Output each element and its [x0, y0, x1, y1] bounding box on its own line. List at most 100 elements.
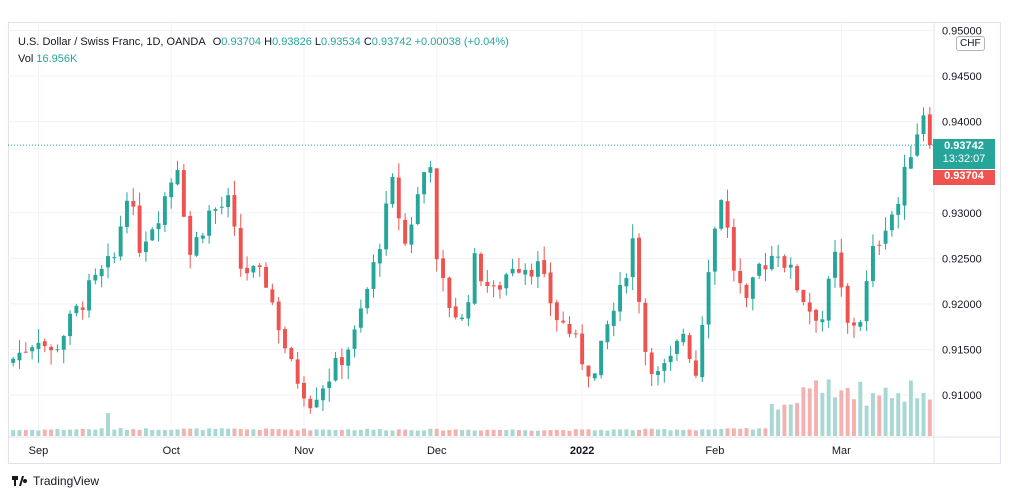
currency-badge[interactable]: CHF: [956, 36, 985, 51]
candle-body: [738, 270, 743, 284]
volume-bars: [11, 379, 932, 436]
candle-body: [36, 342, 41, 349]
candle-body: [624, 278, 629, 287]
candle-body: [826, 278, 831, 321]
candle-body: [700, 324, 705, 378]
volume-bar: [87, 429, 91, 436]
volume-bar: [877, 395, 882, 436]
candle-body: [99, 268, 104, 277]
volume-bar: [137, 430, 142, 436]
volume-bar: [668, 430, 673, 436]
volume-bar: [662, 429, 667, 436]
candle-body: [124, 200, 129, 228]
open-label: O: [212, 36, 222, 48]
candle-body: [441, 258, 446, 279]
chart-grid: [8, 22, 933, 436]
time-axis[interactable]: Sep Oct Nov Dec 2022 Feb Mar: [8, 436, 1001, 457]
volume-bar: [219, 428, 224, 436]
candle-body: [87, 280, 91, 311]
volume-bar: [763, 428, 768, 436]
candle-body: [839, 252, 844, 288]
candle-body: [213, 209, 218, 211]
volume-bar: [403, 429, 408, 436]
candle-body: [820, 319, 825, 323]
volume-bar: [624, 429, 629, 436]
candle-body: [245, 267, 250, 274]
candle-body: [719, 200, 724, 229]
volume-bar: [74, 429, 79, 436]
symbol-title[interactable]: U.S. Dollar / Swiss Franc, 1D, OANDA: [18, 36, 206, 48]
volume-bar: [599, 429, 604, 436]
candle-body: [491, 285, 496, 287]
volume-bar: [150, 429, 155, 436]
last-price-value: 0.93742: [944, 140, 984, 152]
candle-body: [118, 226, 123, 257]
candle-body: [731, 227, 736, 271]
volume-bar: [409, 430, 414, 436]
candle-body: [358, 308, 363, 328]
volume-bar: [245, 429, 250, 436]
candle-body: [795, 266, 800, 291]
candle-body: [466, 302, 471, 319]
candle-body: [561, 320, 566, 323]
volume-bar: [447, 429, 452, 436]
candlestick-chart[interactable]: 0.91000 0.91500 0.92000 0.92500 0.93000 0.940…: [8, 22, 1001, 464]
candle-body: [131, 200, 136, 207]
candle-body: [693, 360, 698, 376]
volume-bar: [162, 430, 167, 436]
volume-bar: [788, 404, 793, 436]
volume-bar: [428, 428, 433, 436]
volume-bar: [681, 429, 686, 436]
candle-body: [757, 263, 762, 276]
candle-body: [668, 355, 673, 363]
volume-bar: [308, 430, 313, 436]
candle-body: [523, 269, 528, 275]
volume-bar: [719, 428, 724, 436]
price-tick-label: 0.91000: [942, 390, 982, 402]
price-tick-label: 0.94000: [942, 117, 982, 129]
time-tick-label: Mar: [832, 445, 851, 457]
volume-bar: [377, 429, 382, 436]
volume-value: 16.956K: [36, 53, 78, 65]
candle-body: [434, 168, 439, 260]
candle-body: [776, 256, 781, 258]
volume-bar: [516, 430, 521, 436]
candle-body: [17, 352, 22, 361]
candle-body: [687, 335, 692, 360]
volume-bar: [795, 403, 800, 436]
candle-body: [68, 313, 73, 337]
volume-bar: [181, 428, 186, 436]
candle-body: [896, 203, 901, 215]
volume-bar: [649, 428, 654, 436]
candle-body: [175, 170, 180, 185]
volume-bar: [320, 429, 325, 436]
volume-bar: [289, 429, 294, 436]
volume-bar: [858, 381, 863, 436]
volume-bar: [725, 428, 730, 436]
bar-countdown: 13:32:07: [942, 153, 986, 165]
open-value: 0.93704: [221, 36, 262, 48]
candle-body: [194, 237, 199, 256]
candle-body: [238, 228, 243, 269]
volume-bar: [257, 429, 262, 436]
candle-body: [750, 277, 755, 299]
candle-body: [112, 257, 117, 259]
tradingview-brand[interactable]: TradingView: [12, 474, 99, 488]
candle-body: [200, 235, 205, 239]
candle-body: [529, 269, 534, 277]
candle-body: [276, 301, 281, 331]
volume-bar: [200, 430, 205, 436]
candle-body: [504, 274, 509, 289]
candle-body: [921, 115, 926, 134]
low-label: L: [314, 36, 322, 48]
time-tick-label: 2022: [570, 445, 594, 457]
price-axis[interactable]: 0.91000 0.91500 0.92000 0.92500 0.93000 0.940…: [933, 22, 982, 464]
candle-body: [599, 340, 604, 376]
candle-body: [396, 177, 401, 219]
candle-body: [143, 241, 148, 253]
volume-label[interactable]: Vol: [18, 53, 34, 65]
high-value: 0.93826: [272, 36, 312, 48]
volume-bar: [915, 398, 920, 436]
low-value: 0.93534: [321, 36, 361, 48]
volume-bar: [567, 430, 572, 436]
